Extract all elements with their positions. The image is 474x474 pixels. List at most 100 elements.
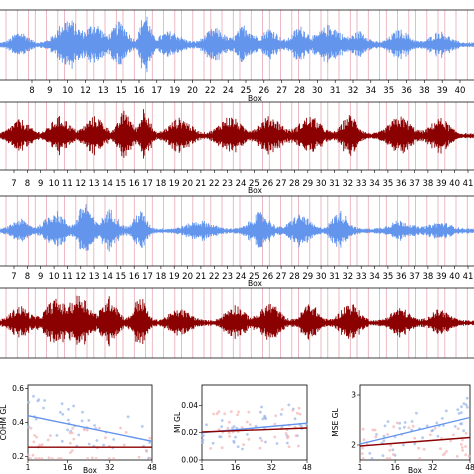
scatter-point (85, 428, 89, 432)
x-tick-label: 25 (241, 86, 252, 96)
x-tick-label: 28 (289, 272, 300, 282)
scatter-point (388, 449, 392, 452)
scatter-point (383, 424, 387, 428)
x-tick-label: 16 (134, 86, 145, 96)
x-tick-label: 24 (223, 86, 234, 96)
scatter-point (211, 441, 215, 445)
scatter-point (144, 449, 148, 452)
x-tick-label: 1 (200, 463, 205, 472)
plot-frame (359, 384, 471, 461)
scatter-point (59, 410, 62, 414)
scatter-point (435, 421, 439, 425)
x-tick-label: 20 (187, 86, 198, 96)
scatter-point (69, 441, 72, 445)
fit-line (359, 416, 471, 445)
scatter-point (72, 437, 76, 441)
scatter-point (236, 445, 240, 449)
x-tick-label: 21 (195, 272, 206, 282)
scatter-point (71, 427, 74, 430)
scatter-point (80, 419, 84, 423)
scatter-point (72, 404, 75, 408)
x-tick-label: 37 (409, 179, 420, 189)
scatter-point (40, 457, 44, 460)
scatter-point (254, 424, 258, 428)
x-tick-label: 34 (369, 179, 380, 189)
scatter-point (361, 427, 365, 431)
x-axis-title: Box (248, 94, 263, 103)
x-tick-label: 13 (98, 86, 109, 96)
x-tick-label: 39 (436, 179, 447, 189)
scatter-point (229, 410, 233, 413)
scatter-point (240, 426, 244, 429)
scatter-point (217, 410, 221, 414)
scatter-point (388, 457, 392, 460)
scatter-point (362, 438, 366, 441)
x-tick-label: 9 (47, 86, 52, 96)
scatter-point (231, 426, 234, 430)
scatter-point (40, 443, 44, 447)
scatter-point (258, 436, 262, 440)
plot-frame (201, 384, 308, 461)
scatter-point (32, 394, 35, 398)
scatter-point (215, 412, 219, 416)
scatter-point (453, 425, 457, 428)
x-tick-label: 12 (80, 86, 91, 96)
scatter-point (410, 420, 414, 423)
x-tick-label: 48 (147, 463, 157, 472)
x-tick-label: 16 (63, 463, 73, 472)
x-tick-label: 36 (396, 272, 407, 282)
x-tick-label: 25 (249, 179, 260, 189)
scatter-point (449, 439, 453, 443)
x-tick-label: 19 (169, 272, 180, 282)
scatter-point (413, 436, 417, 440)
x-tick-label: 31 (330, 86, 341, 96)
scatter-point (34, 417, 38, 421)
scatter-point (93, 424, 96, 427)
scatter-point (66, 428, 69, 432)
x-tick-label: 8 (25, 179, 30, 189)
scatter-point (456, 408, 460, 411)
scatter-panel-1: 1 16 32 48 0.2 0.4 0.6 COHM GL Box (0, 384, 157, 474)
scatter-point (428, 433, 432, 437)
x-tick-label: 23 (222, 272, 233, 282)
scatter-point (220, 419, 224, 422)
x-tick-label: 14 (102, 179, 113, 189)
scatter-point (368, 452, 372, 455)
scatter-point (205, 423, 208, 427)
scatter-point (42, 406, 45, 410)
scatter-point (69, 451, 72, 454)
scatter-point (467, 454, 471, 458)
scatter-point (201, 433, 204, 437)
scatter-point (91, 456, 94, 460)
x-tick-label: 9 (38, 179, 43, 189)
x-tick-label: 39 (436, 272, 447, 282)
x-tick-label: 30 (316, 179, 327, 189)
x-tick-label: 38 (422, 179, 433, 189)
scatter-point (294, 434, 298, 437)
x-tick-label: 8 (25, 272, 30, 282)
scatter-point (293, 417, 297, 421)
scatter-point (245, 420, 249, 424)
x-tick-label: 36 (401, 86, 412, 96)
x-tick-label: 48 (302, 463, 312, 472)
y-tick-label: 0.4 (12, 418, 24, 427)
x-tick-label: 33 (356, 272, 367, 282)
scatter-point (442, 453, 445, 457)
scatter-point (433, 426, 437, 430)
scatter-point (459, 443, 463, 446)
scatter-point (386, 433, 389, 436)
x-tick-label: 24 (236, 272, 247, 282)
y-axis-title: MI GL (173, 411, 182, 433)
x-tick-label: 26 (262, 272, 273, 282)
scatter-point (126, 415, 130, 419)
x-tick-label: 12 (75, 272, 86, 282)
x-tick-label: 21 (195, 179, 206, 189)
x-tick-label: 29 (302, 179, 313, 189)
y-axis-title: COHM GL (0, 404, 8, 440)
x-tick-label: 27 (276, 179, 287, 189)
scatter-point (360, 452, 364, 456)
scatter-point (220, 446, 224, 450)
scatter-point (219, 435, 223, 439)
scatter-point (217, 428, 221, 431)
x-tick-label: 33 (356, 179, 367, 189)
